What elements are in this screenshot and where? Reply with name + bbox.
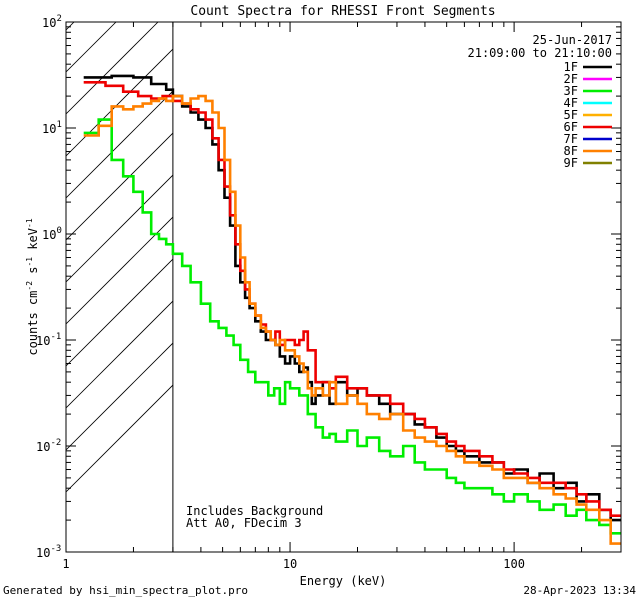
- annotation-attenuator: Att A0, FDecim 3: [186, 516, 302, 530]
- hatch-line: [66, 132, 173, 241]
- legend-label: 6F: [564, 120, 578, 134]
- hatch-line: [66, 384, 173, 493]
- y-tick-label: 10-1: [36, 332, 61, 348]
- footer-generator: Generated by hsi_min_spectra_plot.pro: [3, 584, 248, 597]
- series-3F: [83, 118, 621, 535]
- header-date: 25-Jun-2017: [533, 33, 612, 47]
- legend-label: 1F: [564, 60, 578, 74]
- x-tick-label: 10: [283, 557, 297, 571]
- series-6F: [83, 81, 621, 517]
- y-tick-label: 100: [42, 226, 62, 242]
- series-1F: [83, 74, 621, 522]
- x-axis-label: Energy (keV): [300, 574, 387, 588]
- header-time: 21:09:00 to 21:10:00: [468, 46, 613, 60]
- x-tick-label: 1: [62, 557, 69, 571]
- hatch-line: [66, 300, 173, 409]
- y-tick-label: 10-2: [36, 438, 61, 454]
- legend-label: 9F: [564, 156, 578, 170]
- y-axis-label: counts cm-2 s-1 keV-1: [25, 218, 40, 355]
- legend-label: 5F: [564, 108, 578, 122]
- legend-label: 4F: [564, 96, 578, 110]
- hatch-line: [66, 258, 173, 367]
- x-tick-label: 100: [503, 557, 525, 571]
- legend-label: 2F: [564, 72, 578, 86]
- chart-title: Count Spectra for RHESSI Front Segments: [190, 4, 495, 19]
- plot-frame: [65, 21, 622, 553]
- hatch-line: [66, 174, 173, 283]
- hatched-region: [66, 22, 173, 493]
- hatch-line: [66, 216, 173, 325]
- legend-label: 7F: [564, 132, 578, 146]
- series-8F: [83, 94, 621, 545]
- legend-label: 8F: [564, 144, 578, 158]
- y-tick-label: 101: [42, 120, 62, 136]
- y-tick-label: 10-3: [36, 544, 61, 560]
- y-tick-label: 102: [42, 14, 62, 30]
- legend-label: 3F: [564, 84, 578, 98]
- annotation-background: Includes Background: [186, 504, 323, 518]
- hatch-line: [66, 342, 173, 451]
- hatch-line: [66, 48, 173, 157]
- footer-timestamp: 28-Apr-2023 13:34: [523, 584, 636, 597]
